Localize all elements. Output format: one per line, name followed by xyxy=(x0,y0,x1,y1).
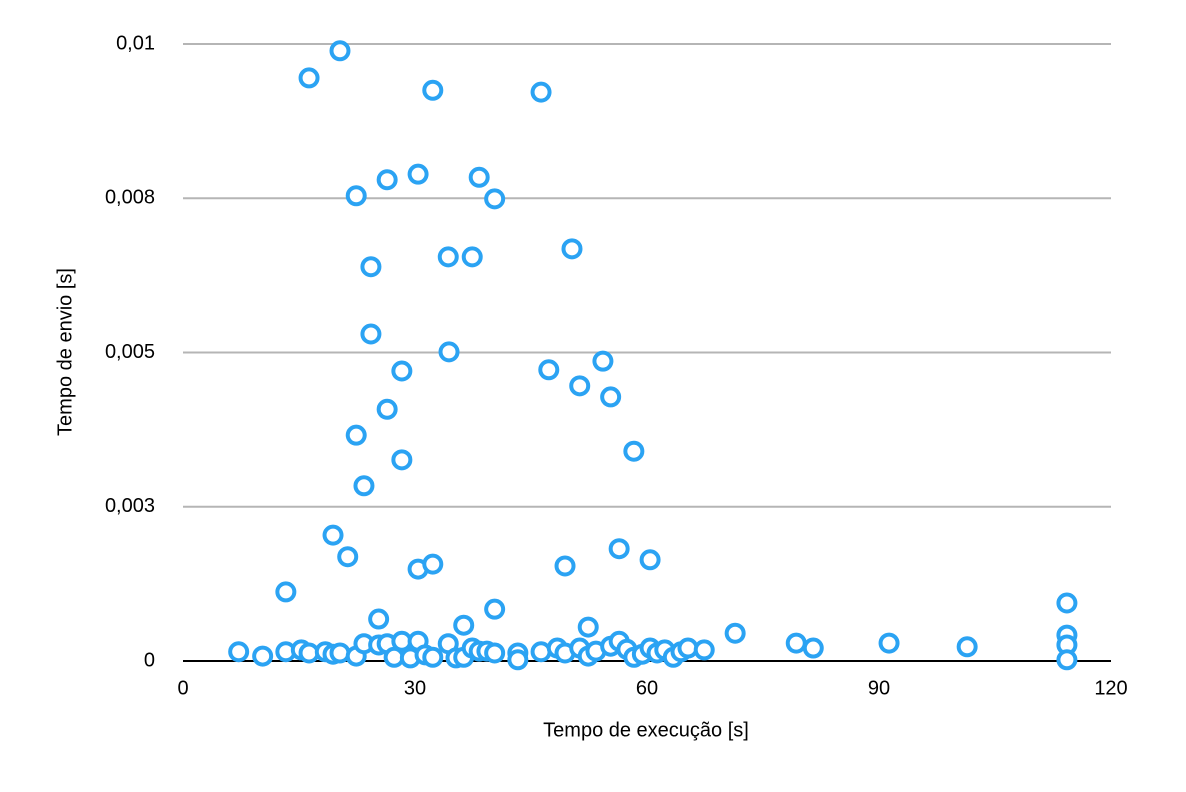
point xyxy=(438,341,460,363)
point xyxy=(956,636,978,658)
point xyxy=(376,169,398,191)
point xyxy=(368,608,390,630)
x-tick-label: 90 xyxy=(868,677,890,699)
point xyxy=(530,641,552,663)
point xyxy=(407,163,429,185)
point xyxy=(592,350,614,372)
point xyxy=(1056,649,1078,671)
x-axis-title: Tempo de execução [s] xyxy=(543,719,749,741)
point xyxy=(353,475,375,497)
x-tick-label: 60 xyxy=(636,677,658,699)
point xyxy=(468,166,490,188)
x-tick-label: 120 xyxy=(1094,677,1127,699)
point xyxy=(802,637,824,659)
y-tick-label: 0,01 xyxy=(116,32,155,54)
point xyxy=(1056,592,1078,614)
x-tick-label: 30 xyxy=(404,677,426,699)
point xyxy=(360,323,382,345)
point xyxy=(461,246,483,268)
point xyxy=(538,359,560,381)
y-tick-label: 0 xyxy=(144,649,155,671)
point xyxy=(422,553,444,575)
point xyxy=(360,256,382,278)
point xyxy=(530,81,552,103)
point xyxy=(345,185,367,207)
y-tick-label: 0,003 xyxy=(105,495,155,517)
point xyxy=(329,40,351,62)
point xyxy=(561,238,583,260)
point xyxy=(724,622,746,644)
point xyxy=(437,246,459,268)
y-tick-label: 0,008 xyxy=(105,187,155,209)
point xyxy=(484,598,506,620)
point xyxy=(228,641,250,663)
point xyxy=(785,632,807,654)
point xyxy=(322,524,344,546)
point xyxy=(391,449,413,471)
point xyxy=(391,360,413,382)
point xyxy=(337,546,359,568)
point xyxy=(639,549,661,571)
point xyxy=(484,642,506,664)
point xyxy=(422,646,444,668)
point xyxy=(484,188,506,210)
y-axis-title: Tempo de envio [s] xyxy=(54,268,76,436)
point xyxy=(569,375,591,397)
point xyxy=(275,581,297,603)
point xyxy=(252,645,274,667)
point xyxy=(345,424,367,446)
point xyxy=(600,386,622,408)
point xyxy=(298,67,320,89)
point xyxy=(577,616,599,638)
point xyxy=(329,642,351,664)
point xyxy=(623,440,645,462)
point xyxy=(608,538,630,560)
y-tick-label: 0,005 xyxy=(105,341,155,363)
point xyxy=(376,398,398,420)
point xyxy=(507,649,529,671)
point xyxy=(422,79,444,101)
point xyxy=(878,632,900,654)
point xyxy=(693,639,715,661)
point xyxy=(554,555,576,577)
point xyxy=(453,614,475,636)
x-tick-label: 0 xyxy=(177,677,188,699)
